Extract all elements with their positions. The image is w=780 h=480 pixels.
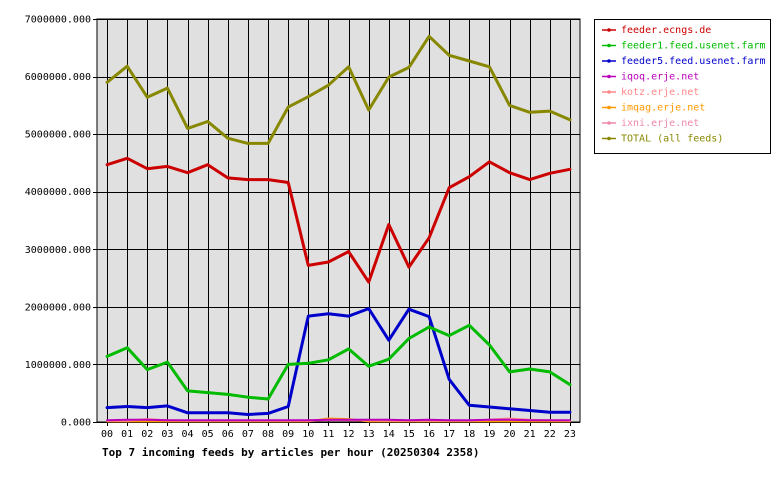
x-tick-label: 04 — [182, 429, 194, 440]
x-tick-label: 22 — [544, 429, 556, 440]
x-tick-label: 09 — [282, 429, 294, 440]
x-tick-label: 02 — [141, 429, 153, 440]
y-tick-label: 0.000 — [61, 418, 91, 429]
x-tick-label: 10 — [302, 429, 314, 440]
legend-box — [594, 19, 771, 154]
legend-entry: feeder5.feed.usenet.farm — [621, 56, 766, 67]
legend-entry: kotz.erje.net — [621, 87, 699, 98]
series-line — [105, 34, 572, 145]
y-tick-label: 2000000.000 — [25, 302, 91, 313]
legend-entry: ixni.erje.net — [621, 118, 699, 129]
x-tick-label: 18 — [463, 429, 475, 440]
x-tick-label: 05 — [202, 429, 214, 440]
x-tick-label: 19 — [483, 429, 495, 440]
series-line — [106, 418, 571, 422]
x-tick-label: 12 — [343, 429, 355, 440]
y-tick-label: 6000000.000 — [25, 72, 91, 83]
series-lines — [105, 34, 572, 423]
y-tick-label: 5000000.000 — [25, 130, 91, 141]
legend: feeder.ecngs.de feeder1.feed.usenet.farm f… — [594, 19, 771, 154]
legend-entry: iqoq.erje.net — [621, 72, 699, 83]
legend-marker — [607, 105, 611, 110]
legend-marker — [607, 90, 611, 94]
x-tick-label: 11 — [322, 429, 334, 440]
x-tick-label: 14 — [383, 429, 395, 440]
plot-area — [96, 18, 581, 423]
legend-marker — [607, 136, 611, 141]
legend-entry: TOTAL (all feeds) — [621, 134, 723, 145]
x-tick-label: 06 — [222, 429, 234, 440]
x-tick-label: 00 — [101, 429, 113, 440]
y-tick-label: 7000000.000 — [25, 15, 91, 26]
y-tick-label: 3000000.000 — [25, 245, 91, 256]
legend-entry: imqag.erje.net — [621, 103, 705, 114]
legend-marker — [607, 43, 611, 48]
legend-marker — [607, 28, 611, 32]
y-axis-ticks: 0.000 1000000.000 2000000.000 3000000.000 40… — [25, 15, 97, 429]
x-tick-label: 15 — [403, 429, 415, 440]
y-tick-label: 1000000.000 — [25, 360, 91, 371]
x-tick-label: 16 — [423, 429, 435, 440]
legend-marker — [607, 121, 611, 125]
x-tick-label: 20 — [504, 429, 516, 440]
legend-marker — [607, 74, 611, 79]
x-axis-ticks: 00 01 02 03 04 05 06 07 08 09 10 11 12 13 14 15 16 17 18 19… — [101, 422, 576, 440]
x-tick-label: 13 — [363, 429, 375, 440]
legend-entry: feeder.ecngs.de — [621, 25, 711, 36]
x-tick-label: 23 — [564, 429, 576, 440]
series-line — [105, 307, 572, 416]
series-line — [105, 156, 572, 284]
legend-marker — [607, 59, 611, 63]
x-tick-label: 17 — [443, 429, 455, 440]
x-tick-label: 01 — [121, 429, 133, 440]
x-tick-label: 03 — [161, 429, 173, 440]
x-tick-label: 21 — [524, 429, 536, 440]
legend-entry: feeder1.feed.usenet.farm — [621, 41, 766, 52]
y-tick-label: 4000000.000 — [25, 187, 91, 198]
x-tick-label: 07 — [242, 429, 254, 440]
x-tick-label: 08 — [262, 429, 274, 440]
series-line — [105, 323, 572, 401]
chart-title: Top 7 incoming feeds by articles per hou… — [102, 446, 480, 459]
